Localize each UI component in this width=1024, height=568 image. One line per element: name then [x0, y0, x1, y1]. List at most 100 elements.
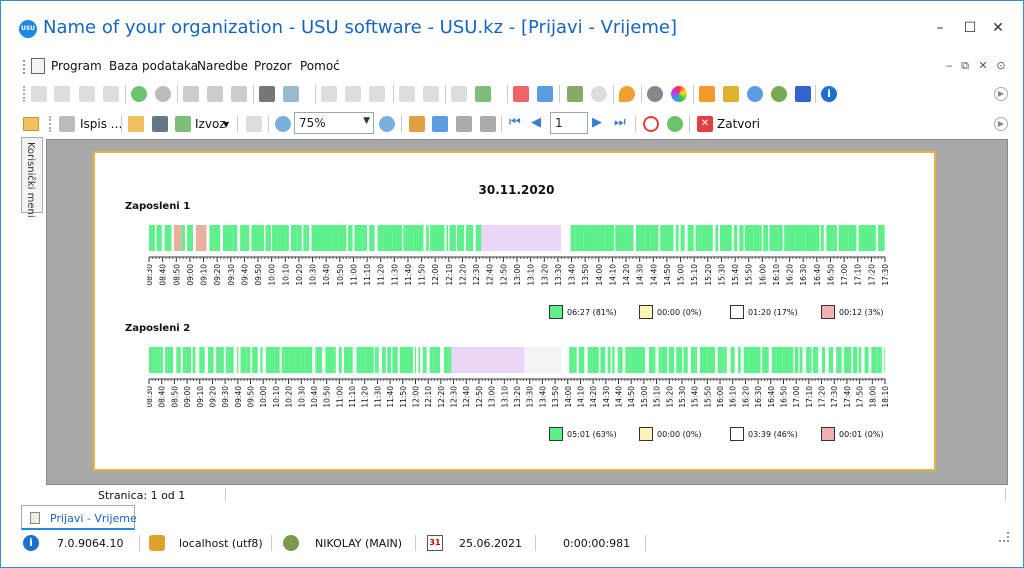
new-window-icon[interactable]: [513, 86, 529, 102]
activity-segment: [414, 347, 417, 373]
color-wheel-icon[interactable]: [671, 86, 687, 102]
menu-pomoc[interactable]: Pomoć: [300, 59, 340, 73]
toolbar2-overflow-button[interactable]: ▶: [994, 117, 1008, 131]
users-icon[interactable]: [771, 86, 787, 102]
print-button[interactable]: Ispis ...: [80, 117, 123, 131]
user-icon[interactable]: [747, 86, 763, 102]
refresh-icon[interactable]: [131, 86, 147, 102]
zoom-out-icon[interactable]: [379, 116, 395, 132]
menu-baza-podataka[interactable]: Baza podataka: [109, 59, 199, 73]
report-page: 30.11.2020 Zaposleni 1 08:30 08:40 08:50 09…: [93, 151, 936, 471]
activity-segment: [680, 225, 685, 251]
activity-segment: [330, 347, 333, 373]
activity-segment: [784, 225, 793, 251]
activity-segment: [212, 225, 221, 251]
copy-icon[interactable]: [54, 86, 70, 102]
activity-segment: [769, 225, 778, 251]
open-icon[interactable]: [128, 116, 144, 132]
collapse-icon[interactable]: [345, 86, 361, 102]
activity-segment: [265, 225, 271, 251]
activity-segment: [176, 347, 181, 373]
toolbar-separator: [237, 115, 238, 133]
stop-icon[interactable]: [643, 116, 659, 132]
activity-segment: [695, 225, 699, 251]
location-pin-icon[interactable]: [619, 86, 635, 102]
prev-page-icon[interactable]: ◀: [531, 115, 541, 130]
export-icon[interactable]: [175, 116, 191, 132]
arrow-circle-icon[interactable]: [591, 86, 607, 102]
activity-segment: [792, 225, 796, 251]
close-report-icon[interactable]: ✕: [697, 116, 713, 132]
note-icon[interactable]: [423, 86, 439, 102]
document-tab[interactable]: Prijavi - Vrijeme: [21, 505, 137, 530]
close-report-button[interactable]: Zatvori: [717, 117, 760, 131]
flag-icon[interactable]: [259, 86, 275, 102]
lock-icon[interactable]: [723, 86, 739, 102]
menu-prozor[interactable]: Prozor: [254, 59, 292, 73]
activity-segment: [877, 347, 881, 373]
print-icon[interactable]: [59, 116, 75, 132]
find-icon[interactable]: [456, 116, 472, 132]
report-icon: [30, 512, 40, 524]
activity-segment: [443, 347, 449, 373]
next-page-icon[interactable]: ▶: [592, 115, 602, 130]
import-icon[interactable]: [451, 86, 467, 102]
export-dropdown-icon[interactable]: ▼: [223, 120, 230, 129]
maximize-button[interactable]: ☐: [963, 20, 977, 36]
page-setup-icon[interactable]: [246, 116, 262, 132]
folder-icon[interactable]: [23, 117, 39, 131]
properties-icon[interactable]: [480, 116, 496, 132]
page-number-input[interactable]: 1: [550, 112, 588, 134]
mdi-options-button[interactable]: ⊙: [996, 59, 1006, 72]
toolbar-overflow-button[interactable]: ▶: [994, 87, 1008, 101]
tree-icon[interactable]: [409, 116, 425, 132]
user-menu-tab[interactable]: Korisnički meni: [21, 137, 43, 218]
new-record-icon[interactable]: [31, 86, 47, 102]
tick-label: 17:20: [818, 386, 827, 408]
columns-icon[interactable]: [321, 86, 337, 102]
expand-icon[interactable]: [369, 86, 385, 102]
activity-segment: [422, 347, 426, 373]
info-icon[interactable]: i: [821, 86, 837, 102]
first-page-icon[interactable]: ⏮: [509, 115, 521, 130]
zoom-in-icon[interactable]: [275, 116, 291, 132]
last-page-icon[interactable]: ⏭: [614, 115, 626, 130]
image-icon[interactable]: [283, 86, 299, 102]
window-icon[interactable]: [537, 86, 553, 102]
mdi-restore-button[interactable]: ⧉: [961, 59, 969, 72]
menu-program[interactable]: Program: [51, 59, 102, 73]
activity-segment: [703, 347, 708, 373]
save-icon[interactable]: [152, 116, 168, 132]
layout-icon[interactable]: [432, 116, 448, 132]
tick-label: 17:50: [856, 386, 865, 408]
activity-segment: [303, 225, 307, 251]
tick-label: 09:40: [234, 386, 243, 408]
edit-icon[interactable]: [79, 86, 95, 102]
add-row-icon[interactable]: [399, 86, 415, 102]
delete-icon[interactable]: [103, 86, 119, 102]
activity-segment: [653, 347, 656, 373]
mdi-minimize-button[interactable]: ‒: [945, 59, 953, 72]
mdi-close-button[interactable]: ✕: [978, 59, 988, 72]
pen-icon[interactable]: [795, 86, 811, 102]
filter-icon[interactable]: [183, 86, 199, 102]
export-excel-icon[interactable]: [475, 86, 491, 102]
menu-naredbe[interactable]: Naredbe: [197, 59, 248, 73]
filter-clear-icon[interactable]: [207, 86, 223, 102]
activity-segment: [315, 347, 317, 373]
activity-segment: [338, 347, 342, 373]
zoom-select[interactable]: 75% ▼: [294, 112, 374, 134]
activity-segment: [677, 347, 683, 373]
gear-icon[interactable]: [647, 86, 663, 102]
close-button[interactable]: ✕: [992, 20, 1004, 36]
rss-icon[interactable]: [699, 86, 715, 102]
resize-grip[interactable]: [999, 532, 1009, 542]
reload-icon[interactable]: [667, 116, 683, 132]
minimize-button[interactable]: –: [936, 20, 944, 36]
tick-label: 11:10: [348, 386, 357, 408]
export-button[interactable]: Izvoz: [195, 117, 226, 131]
activity-segment: [192, 347, 195, 373]
exit-icon[interactable]: [567, 86, 583, 102]
filter-settings-icon[interactable]: [231, 86, 247, 102]
search-icon[interactable]: [155, 86, 171, 102]
